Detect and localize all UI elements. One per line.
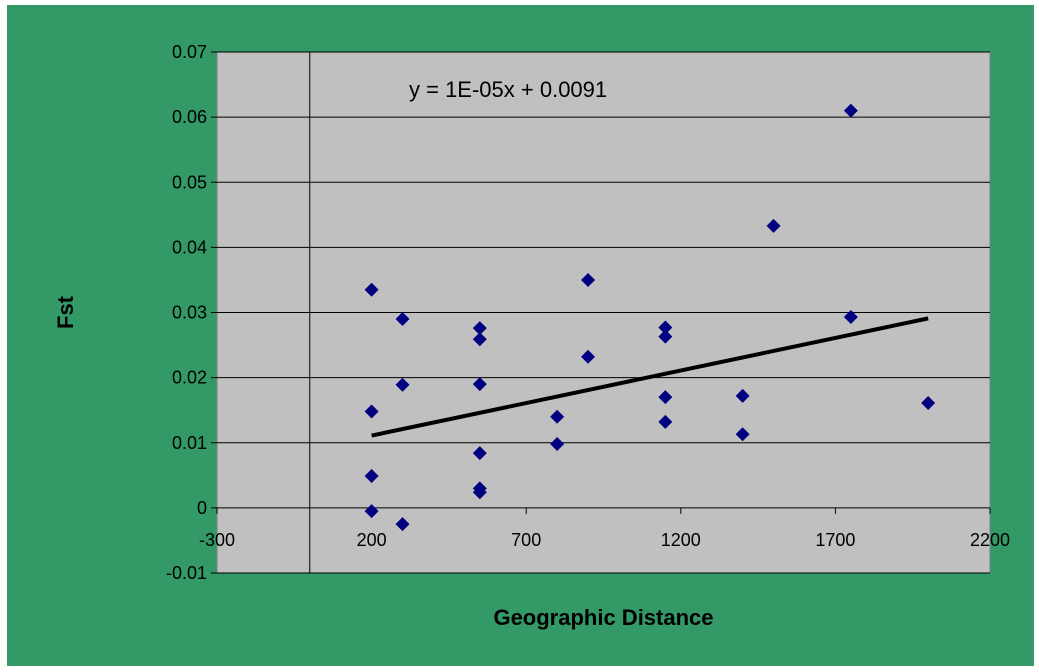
data-point bbox=[735, 388, 750, 403]
data-point bbox=[581, 272, 596, 287]
data-point bbox=[658, 414, 673, 429]
data-point bbox=[364, 404, 379, 419]
data-point bbox=[364, 504, 379, 519]
data-point bbox=[581, 349, 596, 364]
data-point bbox=[658, 329, 673, 344]
y-tick-label: 0.03 bbox=[172, 303, 207, 323]
y-tick-label: -0.01 bbox=[166, 563, 207, 583]
chart-svg: -0.01 0 0.01 0.02 0.03 0.04 0.05 0.06 0.07 -300 2… bbox=[53, 42, 1010, 630]
y-tick-label: 0 bbox=[197, 498, 207, 518]
y-tick-label: 0.07 bbox=[172, 42, 207, 62]
y-tick-label: 0.01 bbox=[172, 433, 207, 453]
data-point bbox=[364, 468, 379, 483]
x-tick-label: 700 bbox=[511, 530, 541, 550]
data-point bbox=[364, 282, 379, 297]
y-axis-title: Fst bbox=[53, 295, 78, 329]
y-tick-label: 0.05 bbox=[172, 172, 207, 192]
data-points bbox=[364, 103, 936, 532]
data-point bbox=[395, 377, 410, 392]
data-point bbox=[843, 103, 858, 118]
y-tick-label: 0.06 bbox=[172, 107, 207, 127]
y-tick-label: 0.02 bbox=[172, 368, 207, 388]
x-tick-label: -300 bbox=[199, 530, 235, 550]
x-tick-labels: -300 200 700 1200 1700 2200 bbox=[199, 530, 1010, 550]
data-point bbox=[550, 437, 565, 452]
chart-area: -0.01 0 0.01 0.02 0.03 0.04 0.05 0.06 0.07 -300 2… bbox=[7, 5, 1034, 666]
x-tick-label: 1700 bbox=[815, 530, 855, 550]
data-point bbox=[472, 485, 487, 500]
gridlines bbox=[211, 51, 990, 574]
x-tick-label: 200 bbox=[357, 530, 387, 550]
trendline bbox=[371, 316, 929, 438]
trendline-equation: y = 1E-05x + 0.0091 bbox=[409, 77, 607, 102]
data-point bbox=[735, 427, 750, 442]
data-point bbox=[472, 377, 487, 392]
data-point bbox=[550, 409, 565, 424]
y-tick-labels: -0.01 0 0.01 0.02 0.03 0.04 0.05 0.06 0.07 bbox=[166, 42, 207, 583]
data-point bbox=[472, 446, 487, 461]
x-tick-label: 1200 bbox=[661, 530, 701, 550]
data-point bbox=[766, 218, 781, 233]
data-point bbox=[921, 396, 936, 411]
y-tick-label: 0.04 bbox=[172, 237, 207, 257]
x-tick-label: 2200 bbox=[970, 530, 1010, 550]
data-point bbox=[472, 332, 487, 347]
data-point bbox=[843, 310, 858, 325]
data-point bbox=[658, 390, 673, 405]
x-axis-title: Geographic Distance bbox=[493, 605, 713, 630]
data-point bbox=[658, 320, 673, 335]
data-point bbox=[395, 517, 410, 532]
data-point bbox=[472, 321, 487, 336]
data-point bbox=[395, 312, 410, 327]
